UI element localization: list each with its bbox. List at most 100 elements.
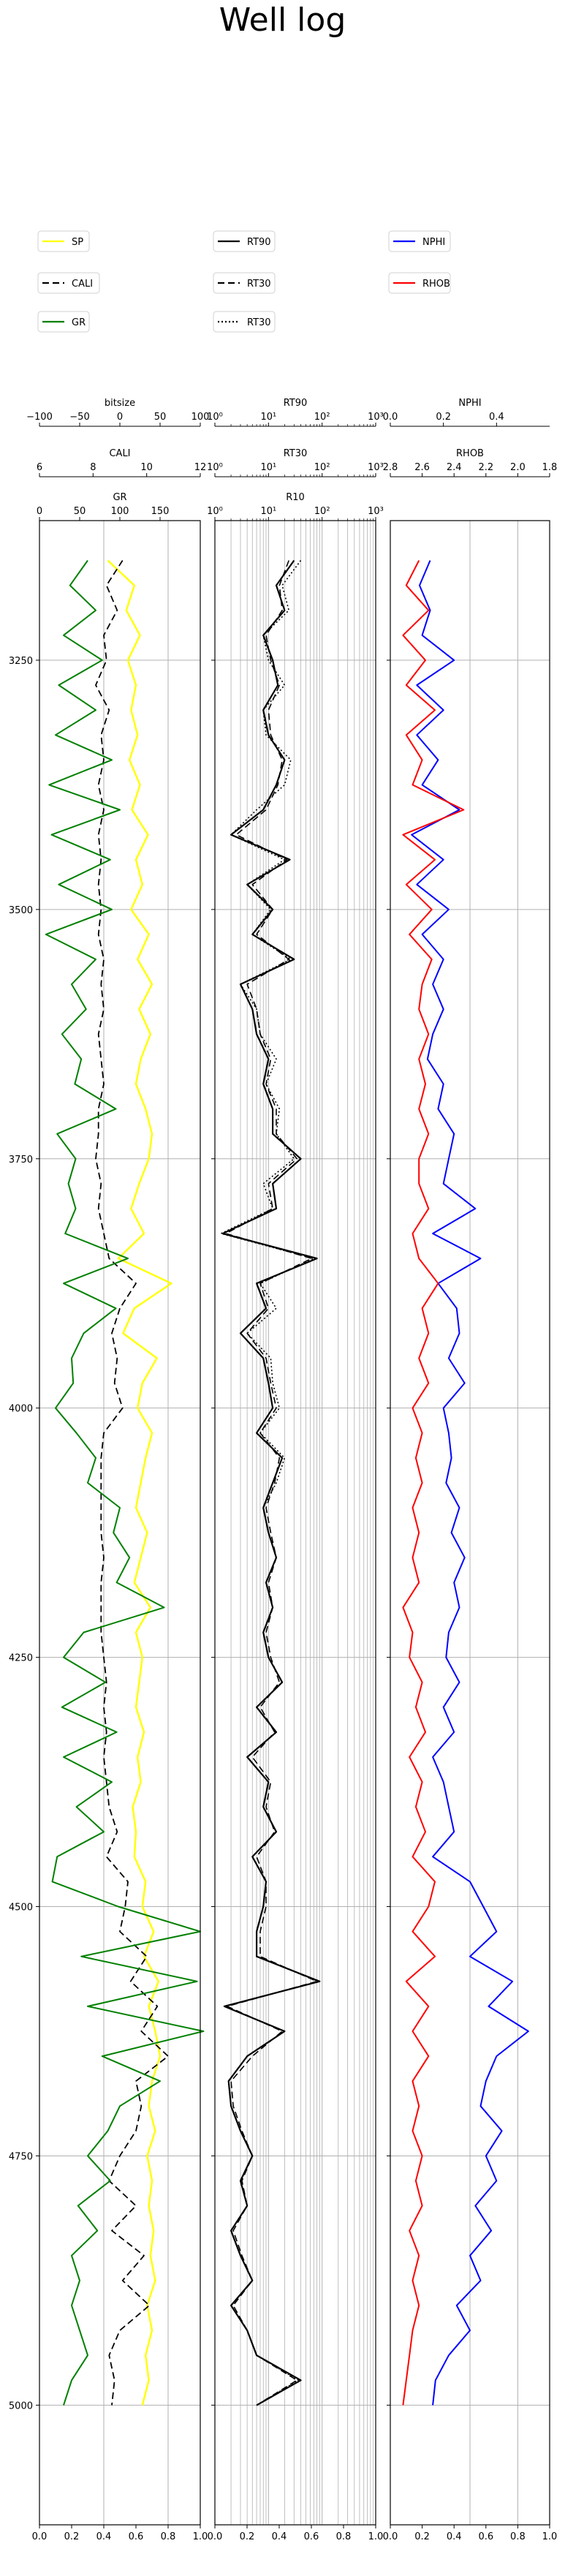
series-rt90 <box>221 559 321 2406</box>
axis-tick-label: 50 <box>154 412 167 423</box>
series-rhob <box>402 560 465 2406</box>
legend-1: SP CALI GR <box>37 230 100 333</box>
depth-tick-label: 4750 <box>9 2151 33 2162</box>
axis-label: R10 <box>286 492 305 503</box>
axis-tick-label: 10⁰ <box>207 412 223 423</box>
axis-tick-label: 2.0 <box>510 462 526 473</box>
axis-tick-label: 10³ <box>368 412 384 423</box>
axis-tick-label: 10² <box>314 462 330 473</box>
axis-tick-label: 0.4 <box>272 2531 287 2542</box>
depth-tick-label: 3750 <box>9 1155 33 1166</box>
axis-tick-label: −100 <box>26 412 53 423</box>
axis-tick-label: 0 <box>117 412 123 423</box>
axis-tick-label: 2.8 <box>383 462 398 473</box>
legend-3: NPHI RHOB <box>388 230 451 294</box>
axis-tick-label: 6 <box>37 462 42 473</box>
axis-tick-label: 1.0 <box>542 2531 558 2542</box>
legend-box <box>213 230 276 252</box>
track-frame <box>39 520 201 2526</box>
axis-tick-label: 0.0 <box>383 412 398 423</box>
legend-box <box>37 272 100 294</box>
axis-label: RT90 <box>284 398 308 409</box>
axis-tick-label: 10⁰ <box>207 462 223 473</box>
axis-tick-label: 0.6 <box>304 2531 319 2542</box>
track-2: 10⁰ 10¹ 10² 10³ RT90 10⁰ 10¹ 10² 10³ RT30 10⁰ 10¹ 10… <box>207 398 384 2542</box>
axis-tick-label: 10¹ <box>260 462 276 473</box>
axis-tick-label: 0.8 <box>336 2531 352 2542</box>
legend-label: RT30 <box>247 317 271 328</box>
legend-label: RT30 <box>247 279 271 290</box>
legend-box <box>388 272 451 294</box>
series-gr <box>45 559 205 2406</box>
axis-tick-label: 0.0 <box>208 2531 223 2542</box>
axis-label: RHOB <box>456 448 484 459</box>
page-title: Well log <box>219 1 346 39</box>
legend-label: SP <box>72 237 83 248</box>
legend-box <box>213 272 276 294</box>
axis-tick-label: 2.6 <box>414 462 430 473</box>
axis-tick-label: 0.0 <box>383 2531 398 2542</box>
axis-tick-label: 10² <box>314 506 330 517</box>
axis-tick-label: 0.2 <box>64 2531 80 2542</box>
legend-2: RT90 RT30 RT30 <box>213 230 276 333</box>
legend-label: CALI <box>72 279 93 290</box>
track-3: 0.0 0.2 0.4 NPHI 2.8 2.6 2.4 2.2 2.0 1.8 RHOB 0.0 0.… <box>383 398 558 2542</box>
depth-tick-label: 5000 <box>9 2401 33 2411</box>
axis-tick-label: 0.2 <box>240 2531 255 2542</box>
axis-tick-label: 10 <box>140 462 153 473</box>
axis-label: bitsize <box>105 398 135 409</box>
legend-box <box>388 230 451 252</box>
depth-tick-label: 3500 <box>9 905 33 916</box>
axis-tick-label: 12 <box>194 462 207 473</box>
track-frame <box>390 520 550 2526</box>
axis-tick-label: 100 <box>192 412 210 423</box>
axis-tick-label: 1.0 <box>193 2531 208 2542</box>
axis-tick-label: 10⁰ <box>207 506 223 517</box>
axis-tick-label: 150 <box>151 506 170 517</box>
series-nphi <box>411 560 529 2406</box>
axis-tick-label: 0.4 <box>96 2531 112 2542</box>
legend-box <box>213 311 276 333</box>
axis-label: CALI <box>109 448 130 459</box>
axis-tick-label: 0.8 <box>161 2531 176 2542</box>
axis-tick-label: 2.2 <box>478 462 493 473</box>
axis-tick-label: 100 <box>111 506 129 517</box>
axis-tick-label: 8 <box>90 462 96 473</box>
series-cali <box>95 560 169 2406</box>
track-frame <box>214 520 376 2526</box>
axis-tick-label: 10¹ <box>260 506 276 517</box>
axis-tick-label: 0.2 <box>436 412 451 423</box>
axis-label: GR <box>113 492 126 503</box>
legend-label: RT90 <box>247 237 271 248</box>
axis-tick-label: 0.4 <box>447 2531 462 2542</box>
legend-label: RHOB <box>422 279 450 290</box>
legend-label: GR <box>72 317 86 328</box>
axis-tick-label: 0.6 <box>478 2531 493 2542</box>
axis-tick-label: 10³ <box>368 506 384 517</box>
axis-tick-label: 0.8 <box>510 2531 526 2542</box>
depth-tick-label: 4250 <box>9 1653 33 1664</box>
axis-tick-label: 50 <box>74 506 86 517</box>
axis-tick-label: 0.6 <box>129 2531 144 2542</box>
track-1: −100 −50 0 50 100 bitsize 6 8 10 12 CALI 0 50 100 150 G… <box>9 398 210 2542</box>
depth-tick-label: 4000 <box>9 1404 33 1415</box>
axis-tick-label: 10¹ <box>260 412 276 423</box>
axis-tick-label: 0.2 <box>414 2531 430 2542</box>
axis-tick-label: 2.4 <box>447 462 462 473</box>
axis-tick-label: −50 <box>69 412 89 423</box>
axis-tick-label: 0.4 <box>489 412 504 423</box>
axis-tick-label: 1.0 <box>368 2531 384 2542</box>
legend-label: NPHI <box>422 237 445 248</box>
depth-tick-label: 3250 <box>9 656 33 667</box>
axis-tick-label: 0.0 <box>32 2531 48 2542</box>
axis-tick-label: 10² <box>314 412 330 423</box>
axis-tick-label: 1.8 <box>542 462 558 473</box>
depth-tick-label: 4500 <box>9 1903 33 1914</box>
series-sp <box>107 559 172 2406</box>
series-rt30 <box>225 560 318 2406</box>
axis-label: NPHI <box>458 398 481 409</box>
axis-label: RT30 <box>284 448 308 459</box>
axis-tick-label: 0 <box>37 506 42 517</box>
series-rt30 <box>220 560 319 2406</box>
